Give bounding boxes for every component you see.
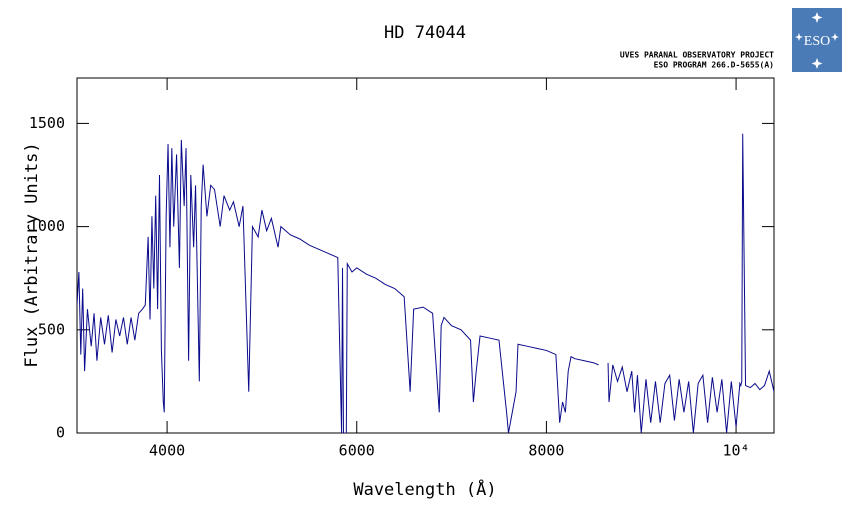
subtitle: ESO PROGRAM 266.D-5655(A) <box>654 61 774 70</box>
logo-text: ESO <box>804 34 830 49</box>
chart-title: HD 74044 <box>384 23 466 43</box>
y-tick-label: 1000 <box>29 217 65 235</box>
subtitle: UVES PARANAL OBSERVATORY PROJECT <box>620 51 774 60</box>
y-tick-label: 0 <box>56 424 65 442</box>
spectrum-line <box>77 133 774 433</box>
y-tick-label: 1500 <box>29 114 65 132</box>
y-axis-label: Flux (Arbitrary Units) <box>22 142 42 367</box>
x-tick-label: 8000 <box>528 442 564 460</box>
y-tick-label: 500 <box>38 320 65 338</box>
x-axis-label: Wavelength (Å) <box>353 478 496 500</box>
logo: ESO <box>792 8 842 72</box>
plot-frame <box>76 77 775 434</box>
x-tick-label: 10⁴ <box>723 442 750 460</box>
x-tick-label: 6000 <box>339 442 375 460</box>
x-tick-label: 4000 <box>149 442 185 460</box>
